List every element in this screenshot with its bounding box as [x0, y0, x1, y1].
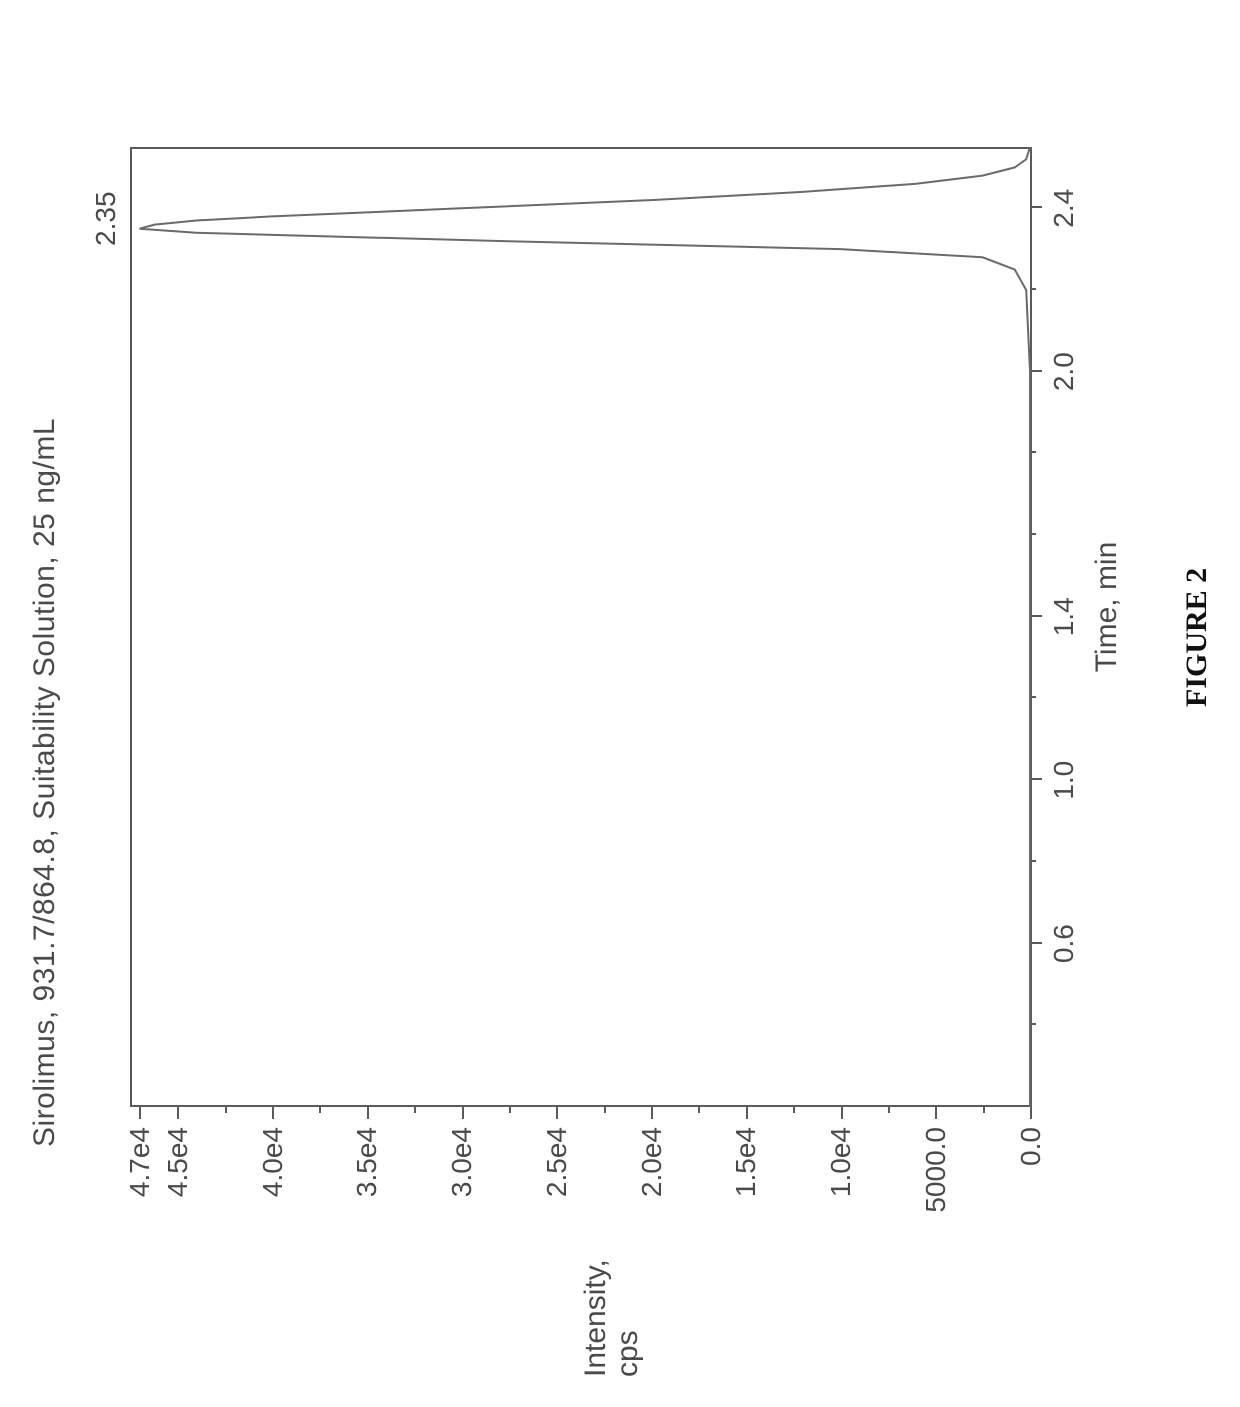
landscape-canvas: Sirolimus, 931.7/864.8, Suitability Solu…	[0, 0, 1240, 1407]
chromatogram-trace	[0, 0, 1240, 1407]
page-rotated-container: Sirolimus, 931.7/864.8, Suitability Solu…	[0, 167, 1240, 1407]
figure-caption: FIGURE 2	[1180, 568, 1214, 707]
